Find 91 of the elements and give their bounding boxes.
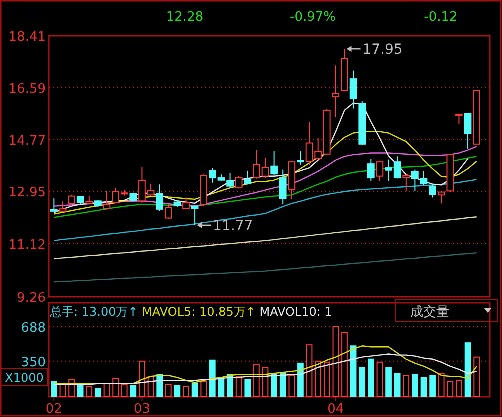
line-series — [54, 252, 478, 283]
annotation: MAVOL5: 10.85万↑ — [138, 305, 256, 319]
bar — [95, 388, 102, 398]
bar — [438, 373, 445, 398]
bar — [412, 374, 418, 398]
bar — [420, 377, 428, 398]
bar — [288, 375, 296, 398]
bar — [112, 378, 119, 398]
bar — [298, 362, 304, 398]
candlestick — [182, 197, 190, 210]
candlestick — [235, 176, 243, 190]
line-series — [54, 216, 478, 260]
candlestick — [376, 160, 384, 182]
y-tick-label: 350 — [21, 355, 46, 370]
bar — [183, 386, 190, 398]
bar — [165, 384, 172, 398]
bar — [386, 367, 392, 398]
bar — [315, 360, 322, 398]
candlestick — [164, 204, 172, 220]
bar — [447, 381, 454, 398]
bar — [254, 364, 260, 398]
bar — [139, 360, 146, 398]
bar — [200, 381, 208, 398]
x-tick-label: 04 — [328, 402, 344, 417]
y-tick-label: 9.26 — [17, 291, 46, 306]
candlestick — [464, 113, 472, 150]
bar — [474, 356, 480, 398]
bar — [86, 386, 93, 398]
bar — [456, 380, 462, 398]
bar — [51, 381, 58, 398]
candlestick — [402, 174, 410, 192]
y-tick-label: 12.95 — [8, 186, 46, 201]
line-series — [54, 179, 478, 242]
candlestick — [332, 65, 340, 118]
y-tick-label: 18.41 — [8, 30, 46, 45]
bar — [359, 367, 366, 398]
annotation: MAVOL10: 1 — [256, 305, 332, 319]
candlestick — [350, 70, 358, 110]
candlestick — [270, 151, 278, 176]
bar — [192, 383, 198, 398]
text: -0.97% — [290, 10, 336, 25]
bar — [174, 385, 181, 398]
candlestick — [279, 169, 287, 206]
bar — [403, 375, 410, 398]
candlestick — [156, 184, 164, 212]
y-tick-label: 14.77 — [8, 134, 46, 149]
bar — [430, 375, 436, 398]
candlestick — [438, 190, 446, 204]
text: -0.12 — [424, 10, 458, 25]
annotation: 17.95 — [362, 42, 403, 58]
y-tick-label: 11.12 — [8, 238, 46, 253]
y-axis-title: X1000 — [5, 371, 44, 385]
y-tick-label: 16.59 — [8, 82, 46, 97]
line-series — [54, 131, 478, 215]
x-tick-label: 03 — [134, 402, 150, 417]
y-tick-label: 688 — [21, 321, 46, 336]
bar — [244, 379, 252, 398]
candlestick — [103, 190, 111, 210]
candlestick — [191, 206, 199, 226]
x-tick-label: 02 — [46, 402, 62, 417]
bar — [376, 362, 384, 398]
bar — [121, 384, 128, 398]
text: 12.28 — [166, 10, 204, 25]
chart-title: 成交量 — [410, 304, 450, 320]
bar — [324, 362, 330, 398]
bar — [342, 332, 348, 398]
candlestick — [297, 151, 304, 166]
bar — [332, 326, 340, 398]
candlestick — [50, 198, 58, 212]
bar — [464, 342, 472, 398]
annotation: 11.77 — [213, 218, 254, 234]
candlestick — [367, 159, 375, 182]
bar — [156, 374, 164, 398]
candlestick — [456, 114, 463, 125]
bar — [130, 385, 137, 398]
bar — [271, 374, 278, 398]
annotation: 总手: 13.00万↑ — [49, 305, 138, 319]
candlestick — [68, 194, 76, 207]
bar — [280, 372, 286, 398]
candlestick — [429, 184, 436, 198]
bar — [368, 358, 374, 398]
line-series — [54, 346, 478, 384]
candlestick — [59, 201, 67, 214]
line-series — [54, 156, 478, 218]
bar — [306, 344, 313, 398]
bar — [210, 360, 216, 398]
candlestick — [244, 170, 252, 186]
bar — [236, 376, 242, 398]
bar — [394, 373, 401, 398]
line-series — [54, 354, 478, 386]
bar — [350, 346, 357, 398]
